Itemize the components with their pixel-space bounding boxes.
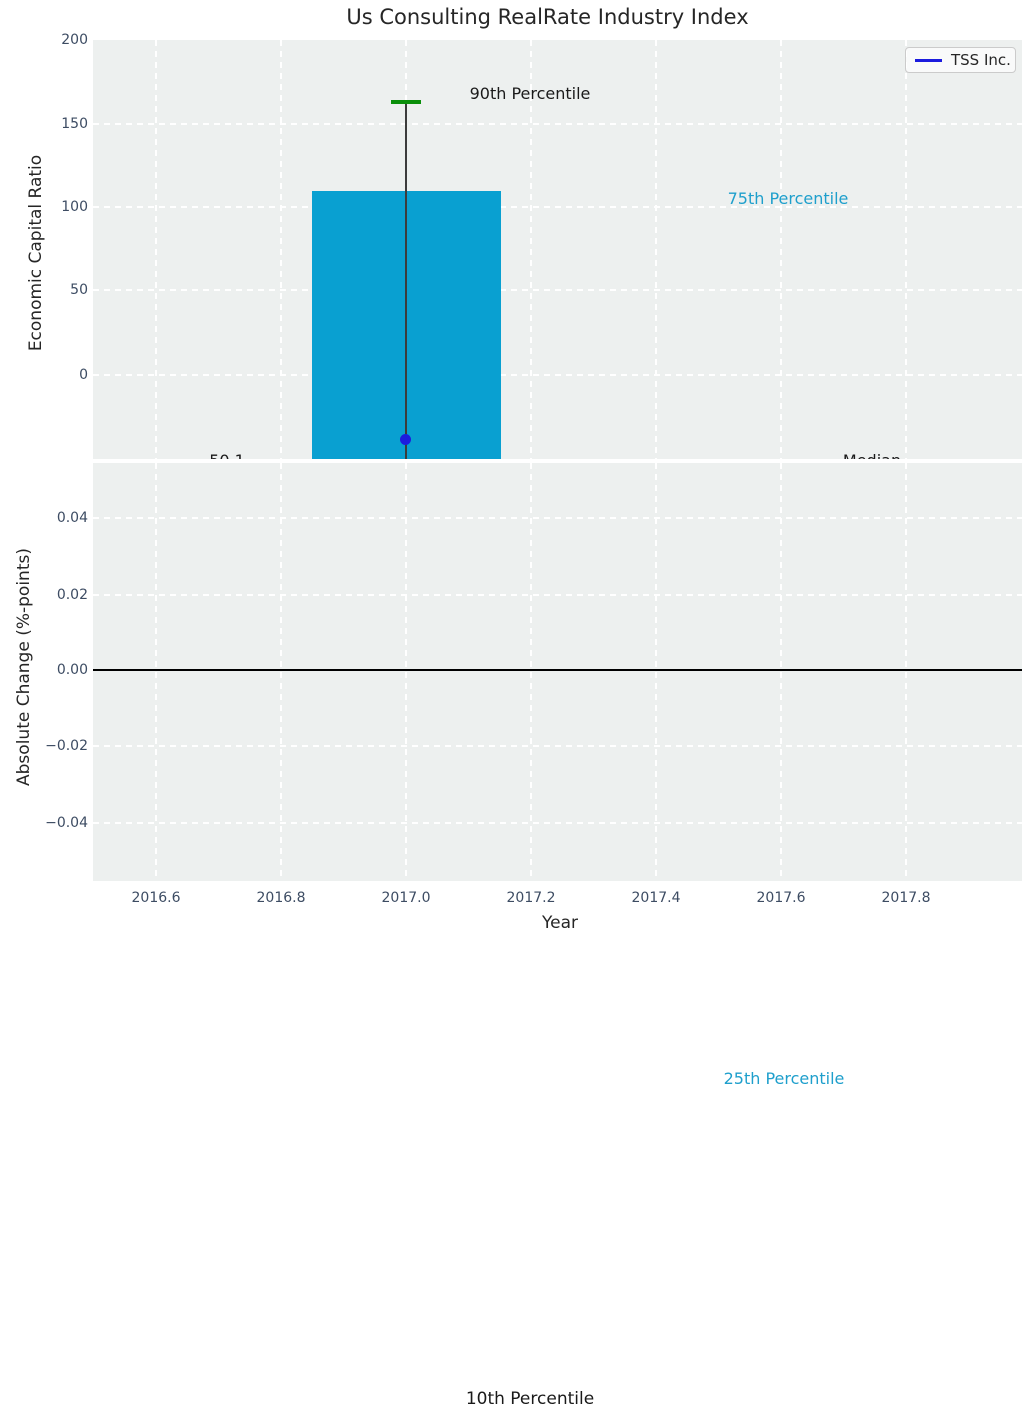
percentile-whisker-line bbox=[405, 103, 407, 459]
annotation-value-clipped: 50.1 bbox=[177, 451, 277, 459]
ytick-150: 150 bbox=[61, 116, 88, 132]
top-y-axis-label: Economic Capital Ratio bbox=[26, 154, 46, 352]
xtick-2016.8: 2016.8 bbox=[256, 890, 306, 906]
annotation-25th-percentile: 25th Percentile bbox=[723, 1069, 845, 1088]
bottom-axes bbox=[93, 463, 1022, 881]
gridline-x2017.8 bbox=[905, 40, 907, 459]
xtick-2017.2: 2017.2 bbox=[506, 890, 556, 906]
top-axes: 90th Percentile 75th Percentile 50.1 Med… bbox=[93, 40, 1022, 459]
ytick-0.00: 0.00 bbox=[56, 662, 88, 678]
gridline2-x2016.6 bbox=[155, 463, 157, 881]
xtick-2016.6: 2016.6 bbox=[131, 890, 181, 906]
chart-title: Us Consulting RealRate Industry Index bbox=[346, 5, 749, 29]
ytick-200: 200 bbox=[61, 32, 88, 48]
legend-line-swatch bbox=[915, 58, 942, 62]
gridline-x2016.6 bbox=[155, 40, 157, 459]
gridline2-x2017.6 bbox=[780, 463, 782, 881]
gridline-y-0.04 bbox=[93, 822, 1022, 824]
gridline2-x2017.2 bbox=[530, 463, 532, 881]
ytick-50: 50 bbox=[70, 282, 88, 298]
annotation-90th-percentile: 90th Percentile bbox=[469, 84, 591, 103]
annotation-median-clipped: Median bbox=[772, 451, 972, 459]
annotation-10th-percentile: 10th Percentile bbox=[465, 1389, 595, 1409]
gridline-y0.02 bbox=[93, 594, 1022, 596]
gridline-x2017.4 bbox=[655, 40, 657, 459]
ytick-0: 0 bbox=[79, 367, 88, 383]
gridline2-x2017.0 bbox=[405, 463, 407, 881]
gridline-y0 bbox=[93, 374, 1022, 376]
legend-label: TSS Inc. bbox=[951, 51, 1011, 69]
gridline2-x2017.8 bbox=[905, 463, 907, 881]
ytick--0.04: −0.04 bbox=[45, 815, 88, 831]
gridline-y150 bbox=[93, 123, 1022, 125]
xtick-2017.0: 2017.0 bbox=[381, 890, 431, 906]
tss-inc-point bbox=[400, 434, 411, 445]
gridline2-x2016.8 bbox=[280, 463, 282, 881]
ytick-100: 100 bbox=[61, 199, 88, 215]
gridline-x2017.2 bbox=[530, 40, 532, 459]
gridline-y-0.02 bbox=[93, 745, 1022, 747]
gridline-y50 bbox=[93, 289, 1022, 291]
gridline-x2017.6 bbox=[780, 40, 782, 459]
zero-change-line bbox=[93, 669, 1022, 671]
xtick-2017.6: 2017.6 bbox=[756, 890, 806, 906]
legend: TSS Inc. bbox=[905, 47, 1016, 73]
p90-whisker-cap bbox=[391, 100, 421, 104]
bottom-y-axis-label: Absolute Change (%-points) bbox=[14, 548, 34, 786]
ytick-0.02: 0.02 bbox=[56, 587, 88, 603]
gridline-y0.04 bbox=[93, 517, 1022, 519]
xtick-2017.8: 2017.8 bbox=[881, 890, 931, 906]
x-axis-label: Year bbox=[542, 913, 578, 933]
ytick-0.04: 0.04 bbox=[56, 510, 88, 526]
gridline-y100 bbox=[93, 206, 1022, 208]
xtick-2017.4: 2017.4 bbox=[631, 890, 681, 906]
gridline2-x2017.4 bbox=[655, 463, 657, 881]
annotation-75th-percentile: 75th Percentile bbox=[727, 189, 849, 208]
ytick--0.02: −0.02 bbox=[45, 738, 88, 754]
gridline-x2016.8 bbox=[280, 40, 282, 459]
